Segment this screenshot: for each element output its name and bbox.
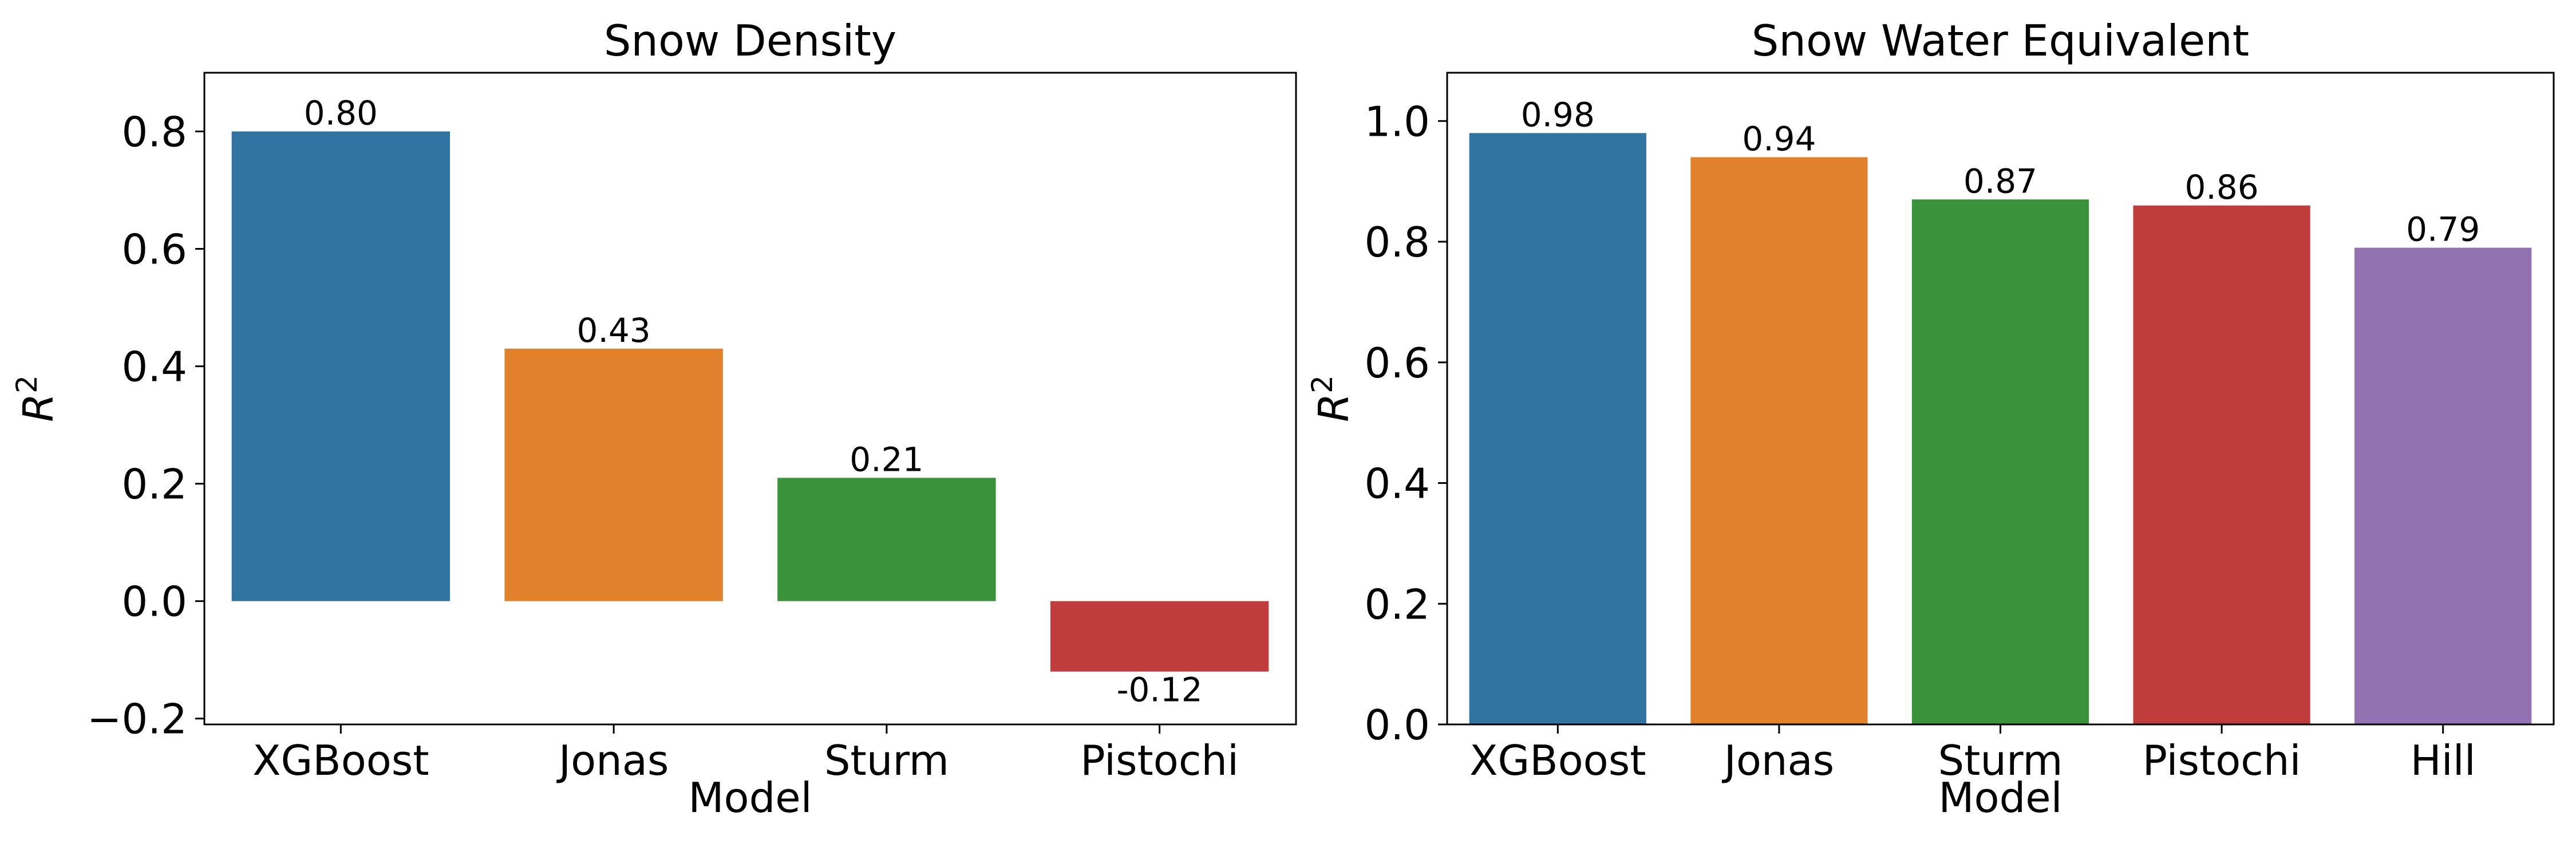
y-tick-label: 0.2 xyxy=(121,460,187,509)
data-label: 0.80 xyxy=(304,94,378,133)
panel-snow-density: 0.80 XGBoost 0.43 Jonas 0.21 Sturm -0.12 Pistoc… xyxy=(10,15,1297,822)
y-tick-label: −0.2 xyxy=(87,695,187,743)
x-axis-label: Model xyxy=(1938,774,2062,822)
data-label: 0.43 xyxy=(577,311,651,350)
bar-jonas xyxy=(504,348,723,601)
axes-frame xyxy=(203,72,1297,726)
panel-snow-water-equivalent: 0.98 XGBoost 0.94 Jonas 0.87 Sturm 0.86 Pistoch… xyxy=(1306,15,2555,822)
bar-xgboost xyxy=(1469,133,1646,725)
y-tick-label: 0.4 xyxy=(1364,460,1430,508)
bar-jonas xyxy=(1690,157,1868,724)
x-tick-label: Jonas xyxy=(1722,736,1835,785)
y-axis-label: R2 xyxy=(1306,375,1358,422)
x-axis-label: Model xyxy=(688,774,812,822)
bar-sturm xyxy=(777,478,996,601)
data-label: 0.86 xyxy=(2185,168,2259,207)
y-tick-label: 0.6 xyxy=(1364,339,1430,387)
x-tick-label: Sturm xyxy=(1938,736,2063,785)
bar-xgboost xyxy=(231,131,451,601)
data-label: 0.21 xyxy=(850,440,923,479)
data-label: 0.79 xyxy=(2406,210,2480,249)
chart-title: Snow Water Equivalent xyxy=(1752,15,2249,66)
bar-hill xyxy=(2354,247,2532,724)
chart-title: Snow Density xyxy=(604,15,896,66)
y-tick-label: 0.4 xyxy=(121,343,187,391)
data-label: 0.98 xyxy=(1521,95,1595,134)
x-tick-label: XGBoost xyxy=(252,736,429,785)
y-axis-label: R2 xyxy=(10,375,62,422)
bar-pistochi xyxy=(1050,601,1269,672)
y-tick-label: 0.0 xyxy=(121,578,187,626)
x-tick-label: Hill xyxy=(2411,736,2476,785)
data-label: 0.87 xyxy=(1963,161,2037,200)
axes-frame xyxy=(1446,72,2555,726)
y-tick-label: 0.6 xyxy=(121,226,187,274)
y-tick-label: 0.8 xyxy=(1364,218,1430,266)
x-tick-label: Pistochi xyxy=(2143,736,2301,785)
data-label: -0.12 xyxy=(1117,671,1203,710)
y-tick-label: 0.8 xyxy=(121,108,187,156)
bar-sturm xyxy=(1911,199,2089,724)
y-tick-label: 1.0 xyxy=(1364,97,1430,145)
x-tick-label: XGBoost xyxy=(1469,736,1646,785)
data-label: 0.94 xyxy=(1742,120,1816,159)
x-tick-label: Pistochi xyxy=(1080,736,1239,785)
y-tick-label: 0.2 xyxy=(1364,580,1430,628)
x-tick-label: Sturm xyxy=(824,736,949,785)
y-tick-label: 0.0 xyxy=(1364,701,1430,749)
x-tick-label: Jonas xyxy=(556,736,669,785)
bar-pistochi xyxy=(2133,205,2310,724)
